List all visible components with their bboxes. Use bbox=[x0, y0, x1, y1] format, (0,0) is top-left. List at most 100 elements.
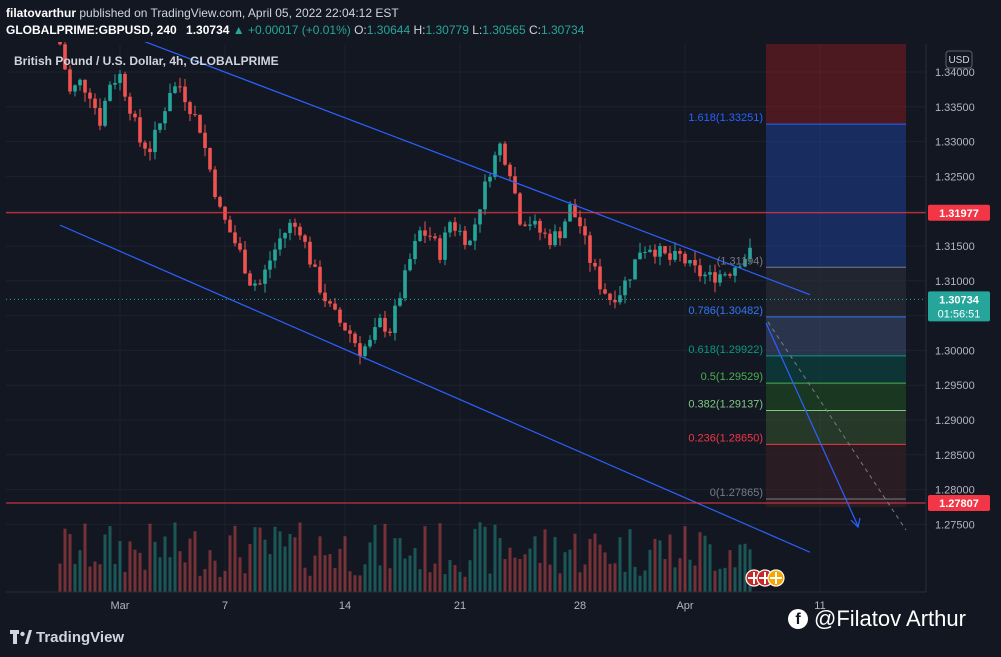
volume-bar bbox=[283, 546, 287, 592]
volume-bar bbox=[403, 558, 407, 592]
price-tick-label: 1.29000 bbox=[935, 415, 975, 427]
candle-body bbox=[683, 253, 687, 264]
volume-bar bbox=[738, 544, 742, 592]
fib-band bbox=[766, 316, 906, 356]
candle-body bbox=[323, 292, 327, 302]
candle-body bbox=[533, 220, 537, 225]
candle-body bbox=[138, 117, 142, 143]
candle-body bbox=[628, 279, 632, 281]
level-price-tag-text: 1.27807 bbox=[939, 498, 979, 510]
low-value: 1.30565 bbox=[482, 23, 526, 37]
volume-bar bbox=[143, 569, 147, 592]
volume-bar bbox=[678, 558, 682, 592]
volume-bar bbox=[423, 526, 427, 592]
fib-band bbox=[766, 410, 906, 445]
volume-bar bbox=[598, 544, 602, 592]
volume-bar bbox=[83, 523, 87, 592]
candle-body bbox=[103, 100, 107, 126]
fib-band bbox=[766, 355, 906, 384]
volume-bar bbox=[588, 539, 592, 592]
candle-body bbox=[633, 259, 637, 280]
volume-bar bbox=[648, 549, 652, 592]
candle-body bbox=[608, 293, 612, 301]
volume-bar bbox=[708, 544, 712, 592]
volume-bar bbox=[303, 567, 307, 592]
volume-bar bbox=[393, 538, 397, 592]
candle-body bbox=[108, 84, 112, 101]
volume-bar bbox=[418, 569, 422, 592]
candle-body bbox=[128, 96, 132, 114]
candle-body bbox=[173, 86, 177, 93]
volume-bar bbox=[108, 526, 112, 592]
facebook-icon: f bbox=[788, 609, 808, 629]
tradingview-logo[interactable]: TradingView bbox=[10, 629, 124, 646]
candle-body bbox=[368, 339, 372, 347]
candle-body bbox=[263, 269, 267, 284]
price-tick-label: 1.30000 bbox=[935, 345, 975, 357]
volume-bar bbox=[623, 571, 627, 592]
fib-zone-top bbox=[766, 44, 906, 125]
candle-body bbox=[358, 343, 362, 357]
candle-body bbox=[728, 274, 732, 276]
candle-body bbox=[98, 108, 102, 126]
volume-bar bbox=[608, 563, 612, 592]
projection-arrow-line bbox=[765, 322, 859, 527]
volume-bar bbox=[353, 575, 357, 592]
volume-bar bbox=[508, 547, 512, 592]
candle-body bbox=[718, 274, 722, 283]
level-price-tag-text: 1.31977 bbox=[939, 208, 979, 220]
fibonacci-labels: 1.618(1.33251) (1.31194) 0.786(1.30482) 0.6… bbox=[688, 112, 763, 499]
volume-bar bbox=[378, 565, 382, 592]
volume-bar bbox=[213, 560, 217, 592]
volume-bar bbox=[718, 568, 722, 592]
candlestick-series bbox=[58, 28, 752, 365]
candle-body bbox=[258, 283, 262, 285]
candle-body bbox=[503, 143, 507, 165]
volume-bar bbox=[138, 552, 142, 592]
candle-body bbox=[63, 44, 67, 70]
symbol[interactable]: GLOBALPRIME:GBPUSD, 240 bbox=[6, 23, 177, 37]
publisher-name[interactable]: filatovarthur bbox=[6, 6, 77, 20]
candle-body bbox=[73, 85, 77, 92]
currency-badge[interactable]: USD bbox=[945, 50, 973, 69]
fib-level-label: 0.5(1.29529) bbox=[701, 371, 763, 383]
candle-body bbox=[713, 272, 717, 283]
candle-body bbox=[708, 272, 712, 275]
volume-bar bbox=[193, 531, 197, 592]
candle-body bbox=[203, 132, 207, 148]
candle-body bbox=[268, 260, 272, 270]
volume-bar bbox=[583, 564, 587, 592]
candle-body bbox=[353, 333, 357, 344]
volume-bars bbox=[58, 522, 752, 592]
projection-arrows bbox=[765, 321, 907, 531]
volume-bar bbox=[208, 550, 212, 592]
candle-body bbox=[433, 236, 437, 239]
candle-body bbox=[448, 222, 452, 233]
candle-body bbox=[188, 102, 192, 115]
candle-body bbox=[198, 114, 202, 133]
candle-body bbox=[463, 230, 467, 245]
candle-body bbox=[618, 295, 622, 303]
volume-bar bbox=[133, 549, 137, 592]
volume-bar bbox=[113, 564, 117, 592]
volume-bar bbox=[343, 536, 347, 592]
volume-bar bbox=[478, 522, 482, 592]
event-flags[interactable] bbox=[745, 569, 785, 587]
level-price-tag bbox=[928, 495, 990, 512]
volume-bar bbox=[653, 538, 657, 592]
volume-bar bbox=[703, 535, 707, 592]
price-tick-label: 1.28000 bbox=[935, 485, 975, 497]
candle-body bbox=[363, 346, 367, 357]
volume-bar bbox=[618, 537, 622, 592]
high-value: 1.30779 bbox=[425, 23, 469, 37]
price-axis[interactable]: 1.27500 1.28000 1.28500 1.29000 1.29500 1.300… bbox=[925, 44, 1001, 592]
o-label: O: bbox=[354, 23, 367, 37]
volume-bar bbox=[288, 533, 292, 592]
time-axis[interactable]: Mar 7 14 21 28 Apr 11 bbox=[6, 591, 926, 612]
close-value: 1.30734 bbox=[540, 23, 585, 37]
volume-bar bbox=[223, 571, 227, 592]
volume-bar bbox=[263, 539, 267, 592]
candle-body bbox=[208, 147, 212, 170]
volume-bar bbox=[493, 524, 497, 592]
